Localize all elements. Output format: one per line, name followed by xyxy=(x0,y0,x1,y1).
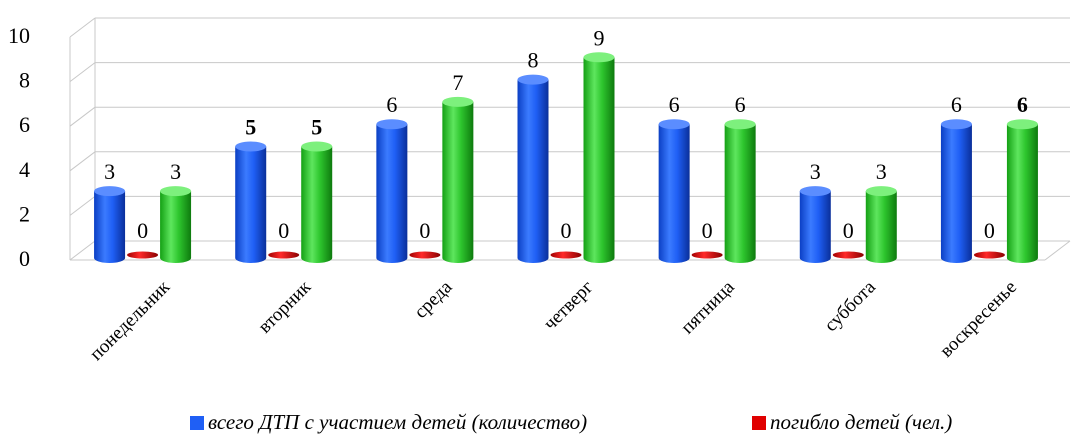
labels-layer: 3 0 3 5 0 5 6 0 7 8 0 9 6 0 6 3 0 3 6 0 6 xyxy=(104,25,1028,243)
legend-item-killed: погибло детей (чел.) xyxy=(752,410,952,435)
data-label-2-3: 0 xyxy=(419,218,430,243)
legend-label-total: всего ДТП с участием детей (количество) xyxy=(208,410,588,434)
legend-swatch-red xyxy=(752,415,766,430)
legend: всего ДТП с участием детей (количество) … xyxy=(0,410,1081,438)
data-label-1-4: 8 xyxy=(528,48,539,73)
bar-top-3-7 xyxy=(1006,119,1038,130)
bar-top-1-4 xyxy=(517,74,549,85)
bar-3-7 xyxy=(1006,124,1038,263)
bar-2-1 xyxy=(127,251,159,259)
gridline-depth-5 xyxy=(69,17,96,38)
data-label-3-1: 3 xyxy=(170,159,181,184)
gridline-depth-2 xyxy=(69,151,96,172)
bar-top-1-3 xyxy=(376,119,408,130)
data-label-2-7: 0 xyxy=(984,218,995,243)
bar-top-3-1 xyxy=(160,186,192,197)
data-label-3-4: 9 xyxy=(594,25,605,50)
legend-label-killed: погибло детей (чел.) xyxy=(770,410,953,434)
x-tick-label-5: пятница xyxy=(677,276,739,338)
bar-top-1-2 xyxy=(235,141,267,152)
bar-1-2 xyxy=(235,146,267,263)
y-tick-label-2: 4 xyxy=(19,157,30,182)
bar-top-3-3 xyxy=(442,96,474,107)
x-tick-label-1: понедельник xyxy=(86,276,175,365)
bar-top-3-6 xyxy=(865,186,897,197)
bar-top-3-2 xyxy=(301,141,333,152)
data-label-3-7: 6 xyxy=(1017,92,1028,117)
gridline-depth-0 xyxy=(69,240,96,261)
data-label-3-5: 6 xyxy=(735,92,746,117)
legend-swatch-blue xyxy=(190,415,204,430)
data-label-1-5: 6 xyxy=(669,92,680,117)
bar-top-3-4 xyxy=(583,52,615,63)
bar-2-4 xyxy=(550,251,582,259)
data-label-1-6: 3 xyxy=(810,159,821,184)
bar-top-1-7 xyxy=(940,119,972,130)
gridline-depth-3 xyxy=(69,106,96,127)
bar-3-6 xyxy=(865,191,897,263)
bar-top-1-5 xyxy=(658,119,690,130)
x-tick-label-2: вторник xyxy=(254,276,315,337)
bar-1-5 xyxy=(658,124,690,263)
bar-1-7 xyxy=(940,124,972,263)
bar-1-6 xyxy=(799,191,831,263)
bar-1-1 xyxy=(94,191,126,263)
data-label-3-2: 5 xyxy=(311,115,322,140)
data-label-1-7: 6 xyxy=(951,92,962,117)
bar-top-3-5 xyxy=(724,119,756,130)
data-label-2-5: 0 xyxy=(702,218,713,243)
bar-3-1 xyxy=(160,191,192,263)
bar-2-3 xyxy=(409,251,441,259)
x-tick-label-7: воскресенье xyxy=(936,277,1021,362)
x-tick-label-6: суббота xyxy=(820,276,880,336)
bar-2-7 xyxy=(973,251,1005,259)
gridline-depth-4 xyxy=(69,62,96,82)
bar-3-4 xyxy=(583,57,615,263)
data-label-1-3: 6 xyxy=(386,92,397,117)
data-label-2-2: 0 xyxy=(278,218,289,243)
bar-2-6 xyxy=(832,251,864,259)
bar-3-5 xyxy=(724,124,756,263)
legend-item-total: всего ДТП с участием детей (количество) xyxy=(190,410,587,435)
bar-top-1-1 xyxy=(94,186,126,197)
bar-3-3 xyxy=(442,101,474,264)
data-label-1-2: 5 xyxy=(245,115,256,140)
bar-1-4 xyxy=(517,79,549,263)
data-label-2-6: 0 xyxy=(843,218,854,243)
bar-top-1-6 xyxy=(799,186,831,197)
bar-2-2 xyxy=(268,251,300,259)
data-label-1-1: 3 xyxy=(104,159,115,184)
y-tick-label-1: 2 xyxy=(19,201,30,226)
floor-right-line xyxy=(1044,240,1071,261)
y-tick-label-4: 8 xyxy=(19,68,30,93)
bar-3-2 xyxy=(301,146,333,263)
gridline-depth-1 xyxy=(69,196,96,216)
bars-layer xyxy=(94,52,1038,264)
data-label-3-6: 3 xyxy=(876,159,887,184)
x-tick-label-3: среда xyxy=(410,276,457,323)
y-tick-label-3: 6 xyxy=(19,112,30,137)
bar-2-5 xyxy=(691,251,723,259)
y-tick-label-0: 0 xyxy=(19,246,30,271)
chart: 0 2 4 6 8 10 понедельник вторник среда четверг пят… xyxy=(8,17,1071,365)
data-label-3-3: 7 xyxy=(452,70,463,95)
data-label-2-4: 0 xyxy=(561,218,572,243)
data-label-2-1: 0 xyxy=(137,218,148,243)
x-tick-label-4: четверг xyxy=(540,277,598,335)
bar-1-3 xyxy=(376,124,408,263)
y-tick-label-5: 10 xyxy=(8,23,30,48)
